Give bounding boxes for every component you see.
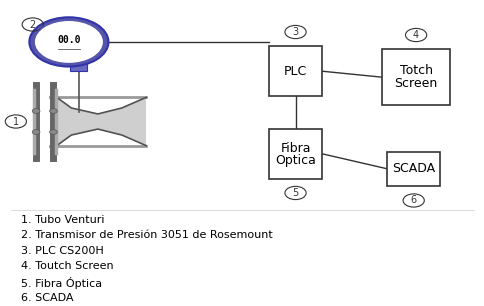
Circle shape [32,109,40,114]
Text: 2. Transmisor de Presión 3051 de Rosemount: 2. Transmisor de Presión 3051 de Rosemou… [21,230,272,240]
Circle shape [49,109,57,114]
Text: 6: 6 [410,196,416,206]
Circle shape [34,20,104,64]
Text: 4. Toutch Screen: 4. Toutch Screen [21,261,113,271]
Text: Screen: Screen [393,77,437,90]
FancyBboxPatch shape [381,50,449,105]
Circle shape [49,130,57,134]
Text: 00.0: 00.0 [57,35,80,45]
Circle shape [30,17,108,66]
Text: PLC: PLC [283,65,306,78]
FancyBboxPatch shape [70,60,87,71]
Text: Optica: Optica [274,154,316,167]
Circle shape [32,130,40,134]
Polygon shape [57,98,146,146]
Text: 1. Tubo Venturi: 1. Tubo Venturi [21,215,104,225]
Text: 1: 1 [13,117,19,126]
Text: 4: 4 [412,30,418,40]
Text: 3. PLC CS200H: 3. PLC CS200H [21,246,103,256]
Text: Fibra: Fibra [280,142,310,155]
FancyBboxPatch shape [269,129,321,179]
Text: 2: 2 [30,20,36,29]
Text: 5: 5 [292,188,298,198]
FancyBboxPatch shape [386,151,439,186]
FancyBboxPatch shape [269,47,321,96]
Text: 6. SCADA: 6. SCADA [21,293,73,303]
Text: Totch: Totch [399,64,432,77]
Text: SCADA: SCADA [392,162,434,175]
Text: 3: 3 [292,27,298,37]
Text: 5. Fibra Óptica: 5. Fibra Óptica [21,277,102,289]
